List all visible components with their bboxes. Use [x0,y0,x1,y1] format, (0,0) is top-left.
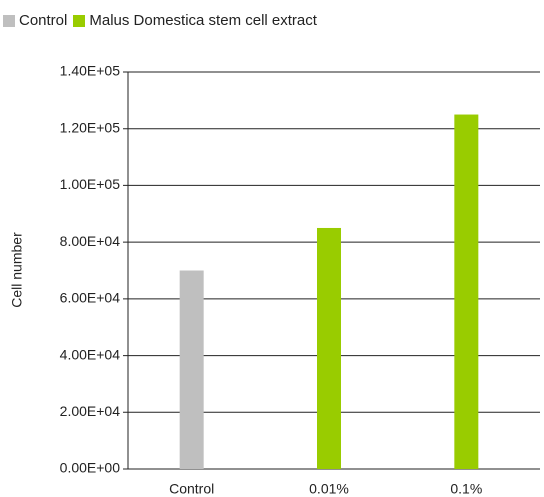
x-tick-label: 0.01% [309,481,349,497]
legend-item: Malus Domestica stem cell extract [73,12,317,29]
legend-swatch [73,14,86,27]
x-tick-label: Control [169,481,214,497]
legend-label: Malus Domestica stem cell extract [89,12,317,29]
bar [317,227,341,469]
bar [179,270,204,469]
bar [454,114,479,470]
x-tick-label: 0.1% [450,481,482,497]
legend-swatch [3,14,15,27]
y-tick-label: 6.00E+04 [60,290,121,306]
legend: Control Malus Domestica stem cell extract [3,12,323,29]
legend-label: Control [19,12,68,29]
y-tick-label: 1.00E+05 [60,176,121,192]
y-tick-label: 2.00E+04 [60,403,121,419]
y-axis-label: Cell number [9,232,25,308]
y-tick-label: 8.00E+04 [60,233,121,249]
y-tick-label: 1.40E+05 [60,63,121,79]
y-tick-label: 4.00E+04 [60,346,121,362]
legend-item: Control [3,12,67,29]
y-tick-label: 1.20E+05 [60,119,121,135]
y-tick-label: 0.00E+00 [60,460,121,476]
